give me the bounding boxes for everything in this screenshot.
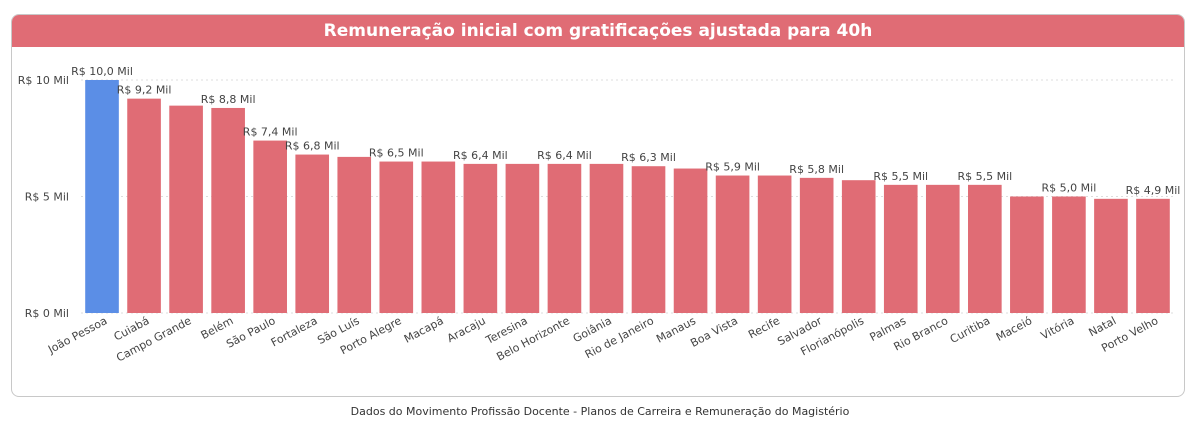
source-footer: Dados do Movimento Profissão Docente - P… (350, 405, 850, 418)
bar (883, 184, 918, 313)
x-tick-label: João Pessoa (45, 314, 109, 356)
data-label: R$ 9,2 Mil (117, 84, 172, 97)
data-label: R$ 6,3 Mil (621, 151, 676, 164)
x-tick-label: Campo Grande (114, 314, 193, 364)
data-label: R$ 5,0 Mil (1042, 182, 1097, 195)
x-tick-label: Macapá (402, 314, 446, 346)
data-label: R$ 10,0 Mil (71, 65, 133, 78)
bar (673, 168, 708, 313)
bar (547, 163, 582, 313)
bar (505, 163, 540, 313)
data-label: R$ 6,8 Mil (285, 140, 340, 153)
data-label: R$ 5,8 Mil (789, 163, 844, 176)
data-label: R$ 5,5 Mil (957, 170, 1012, 183)
bar (211, 107, 245, 314)
chart-title: Remuneração inicial com gratificações aj… (323, 21, 873, 41)
y-tick-label: R$ 10 Mil (18, 74, 69, 87)
bar (169, 105, 203, 313)
bar (421, 161, 456, 313)
x-tick-label: Aracaju (445, 314, 488, 345)
data-label: R$ 4,9 Mil (1126, 184, 1181, 197)
bar (589, 163, 624, 313)
x-tick-label: Fortaleza (269, 314, 320, 349)
bar (757, 175, 792, 313)
x-tick-label: Boa Vista (688, 314, 740, 350)
bar (631, 166, 666, 313)
bar (253, 140, 287, 313)
y-tick-label: R$ 5 Mil (25, 191, 69, 204)
bar (379, 161, 414, 313)
bar (925, 184, 960, 313)
bar (841, 180, 876, 313)
data-label: R$ 5,9 Mil (705, 161, 760, 174)
bar (463, 163, 498, 313)
chart-panel: Remuneração inicial com gratificações aj… (11, 14, 1185, 397)
bar (1052, 196, 1086, 313)
bar (799, 177, 834, 313)
y-tick-label: R$ 0 Mil (25, 307, 69, 320)
bar (715, 175, 750, 313)
x-tick-label: Maceió (994, 314, 1035, 344)
data-label: R$ 6,4 Mil (453, 149, 508, 162)
chart-title-bar: Remuneração inicial com gratificações aj… (12, 15, 1184, 47)
bar (85, 80, 119, 313)
bar (127, 98, 161, 313)
bar (1094, 198, 1128, 313)
data-label: R$ 6,5 Mil (369, 147, 424, 160)
data-label: R$ 7,4 Mil (243, 126, 298, 139)
bar (337, 156, 372, 313)
bar (1010, 196, 1044, 313)
data-label: R$ 8,8 Mil (201, 93, 256, 106)
bar (1136, 198, 1170, 313)
data-label: R$ 5,5 Mil (873, 170, 928, 183)
x-tick-label: Vitória (1039, 314, 1077, 342)
data-label: R$ 6,4 Mil (537, 149, 592, 162)
x-tick-label: Curitiba (948, 314, 992, 346)
bar (295, 154, 330, 313)
x-tick-label: Belo Horizonte (494, 314, 572, 363)
bar (968, 184, 1002, 313)
